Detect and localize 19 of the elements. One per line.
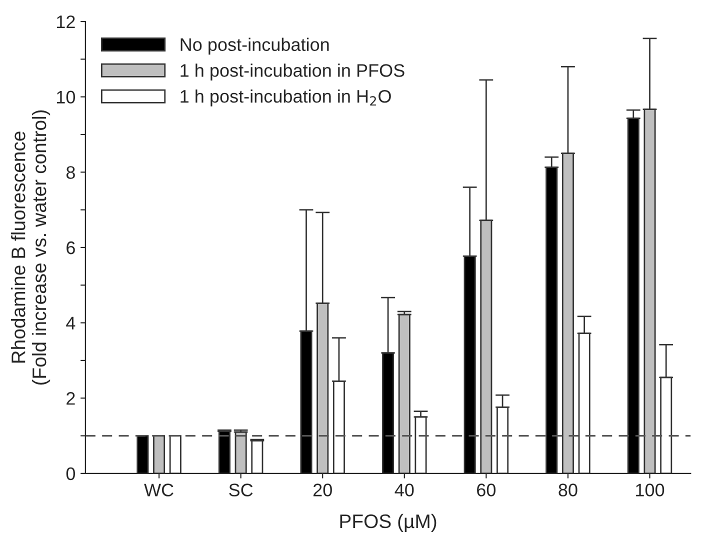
x-axis-title: PFOS (µM): [340, 514, 436, 532]
y-tick-label: 0: [66, 467, 76, 480]
x-tick-label: 40: [394, 484, 414, 496]
y-tick-label: 4: [66, 316, 76, 330]
y-tick-label: 12: [57, 15, 75, 28]
legend-label: No post-incubation: [180, 38, 329, 55]
y-tick-label: 8: [66, 166, 75, 179]
legend-label: 1 h post-incubation in H$_{2}$O: [180, 89, 391, 106]
x-tick-label: WC: [144, 484, 174, 496]
y-tick-label: 6: [66, 241, 75, 254]
y-tick-label: 10: [57, 90, 76, 104]
x-tick-label: 80: [558, 484, 578, 496]
x-tick-label: 60: [477, 484, 496, 496]
y-axis-title: Rhodamine B fluorescence (Fold increase vs. water control): [11, 110, 50, 385]
legend-label: 1 h post-incubation in PFOS: [180, 64, 404, 80]
x-tick-label: 20: [313, 484, 332, 496]
y-tick-label: 2: [66, 392, 75, 405]
x-tick-label: 100: [636, 484, 664, 496]
x-tick-label: SC: [229, 484, 253, 496]
